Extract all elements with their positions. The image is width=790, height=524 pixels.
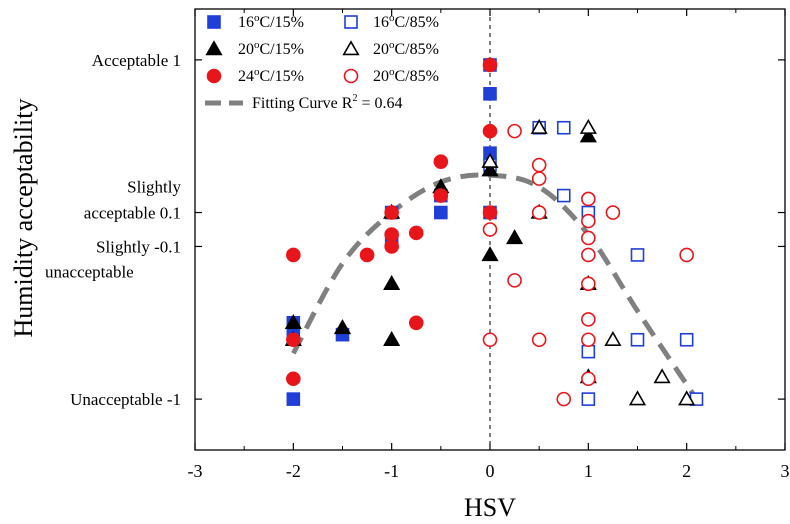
legend-marker	[206, 68, 222, 84]
legend-label: 20oC/85%	[373, 39, 439, 58]
data-point	[482, 332, 498, 348]
data-point	[384, 239, 399, 254]
y-tick-label: Slightly -0.1	[96, 237, 181, 256]
legend-label: 20oC/85%	[373, 66, 439, 85]
x-tick-label: 2	[682, 461, 691, 481]
data-point	[383, 330, 401, 346]
data-point	[630, 248, 645, 262]
data-point	[604, 330, 622, 346]
legend: 16oC/15% 16oC/85% 20oC/15% 20oC/85% 24oC/15%…	[205, 12, 439, 112]
data-point	[286, 247, 301, 263]
y-axis-label: Humidity acceptability	[9, 99, 38, 338]
data-point	[286, 392, 301, 406]
data-point	[653, 368, 671, 384]
data-point	[482, 57, 498, 73]
data-point	[481, 152, 499, 168]
x-ticks: -3 -2 -1 0 1 2 3	[188, 9, 790, 481]
data-point	[556, 391, 572, 407]
x-tick-label: -1	[384, 461, 399, 481]
data-point	[679, 247, 694, 263]
data-point	[481, 161, 499, 177]
data-point	[579, 118, 597, 134]
data-point	[678, 390, 696, 406]
legend-fit-label: Fitting Curve R2 = 0.64	[252, 93, 402, 112]
data-point	[507, 273, 522, 288]
x-tick-label: 0	[486, 461, 495, 481]
data-point	[286, 371, 301, 387]
data-point	[556, 120, 571, 135]
data-point	[581, 392, 596, 406]
data-point	[530, 118, 548, 134]
data-point	[384, 205, 399, 220]
data-point	[581, 191, 596, 207]
data-point	[581, 213, 596, 229]
legend-label: 16oC/85%	[373, 12, 439, 31]
data-point	[482, 123, 498, 139]
data-point	[483, 87, 497, 101]
data-point	[286, 332, 301, 348]
legend-marker	[207, 15, 221, 29]
data-point	[581, 276, 596, 292]
x-tick-label: -3	[188, 461, 203, 481]
y-tick-label: Slightly	[127, 178, 181, 197]
data-point	[579, 127, 597, 143]
legend-marker	[342, 40, 360, 56]
legend-marker	[205, 40, 223, 56]
y-tick-label: acceptable 0.1	[84, 204, 181, 223]
data-point	[531, 157, 547, 173]
scatter-points	[284, 57, 704, 407]
data-point	[605, 205, 621, 220]
series-5	[482, 123, 694, 407]
data-point	[482, 205, 498, 220]
legend-marker	[343, 68, 359, 84]
data-point	[581, 344, 596, 359]
x-tick-label: 1	[584, 461, 593, 481]
data-point	[284, 313, 302, 329]
data-point	[408, 225, 424, 241]
data-point	[481, 246, 499, 262]
data-point	[408, 315, 424, 331]
legend-label: 24oC/15%	[238, 66, 304, 85]
x-tick-label: 3	[781, 461, 790, 481]
data-point	[359, 247, 375, 263]
data-point	[556, 188, 571, 203]
x-axis-label: HSV	[464, 493, 516, 522]
data-point	[384, 227, 399, 242]
data-point	[581, 230, 596, 246]
data-point	[581, 332, 596, 348]
legend-label: 20oC/15%	[238, 39, 304, 58]
series-4	[286, 57, 498, 387]
legend-marker	[344, 15, 358, 29]
y-tick-label: Acceptable 1	[92, 51, 181, 70]
legend-label: 16oC/15%	[238, 12, 304, 31]
data-point	[531, 171, 547, 186]
data-point	[679, 332, 694, 347]
data-point	[333, 319, 352, 335]
y-tick-label: unacceptable	[45, 262, 134, 281]
data-point	[630, 332, 645, 347]
data-point	[581, 312, 596, 327]
data-point	[507, 123, 522, 139]
data-point	[581, 247, 596, 263]
data-point	[434, 205, 448, 220]
y-tick-labels: Acceptable 1 Slightly acceptable 0.1 Slight…	[45, 51, 181, 409]
series-1	[483, 120, 704, 406]
data-point	[531, 205, 547, 220]
y-tick-label: Unacceptable -1	[70, 390, 181, 409]
x-tick-label: -2	[286, 461, 301, 481]
data-point	[531, 332, 547, 348]
data-point	[482, 222, 498, 237]
data-point	[433, 188, 449, 203]
data-point	[506, 229, 524, 245]
data-point	[383, 274, 401, 290]
data-point	[628, 390, 647, 406]
series-3	[481, 118, 696, 406]
data-point	[581, 371, 596, 387]
data-point	[433, 154, 449, 169]
